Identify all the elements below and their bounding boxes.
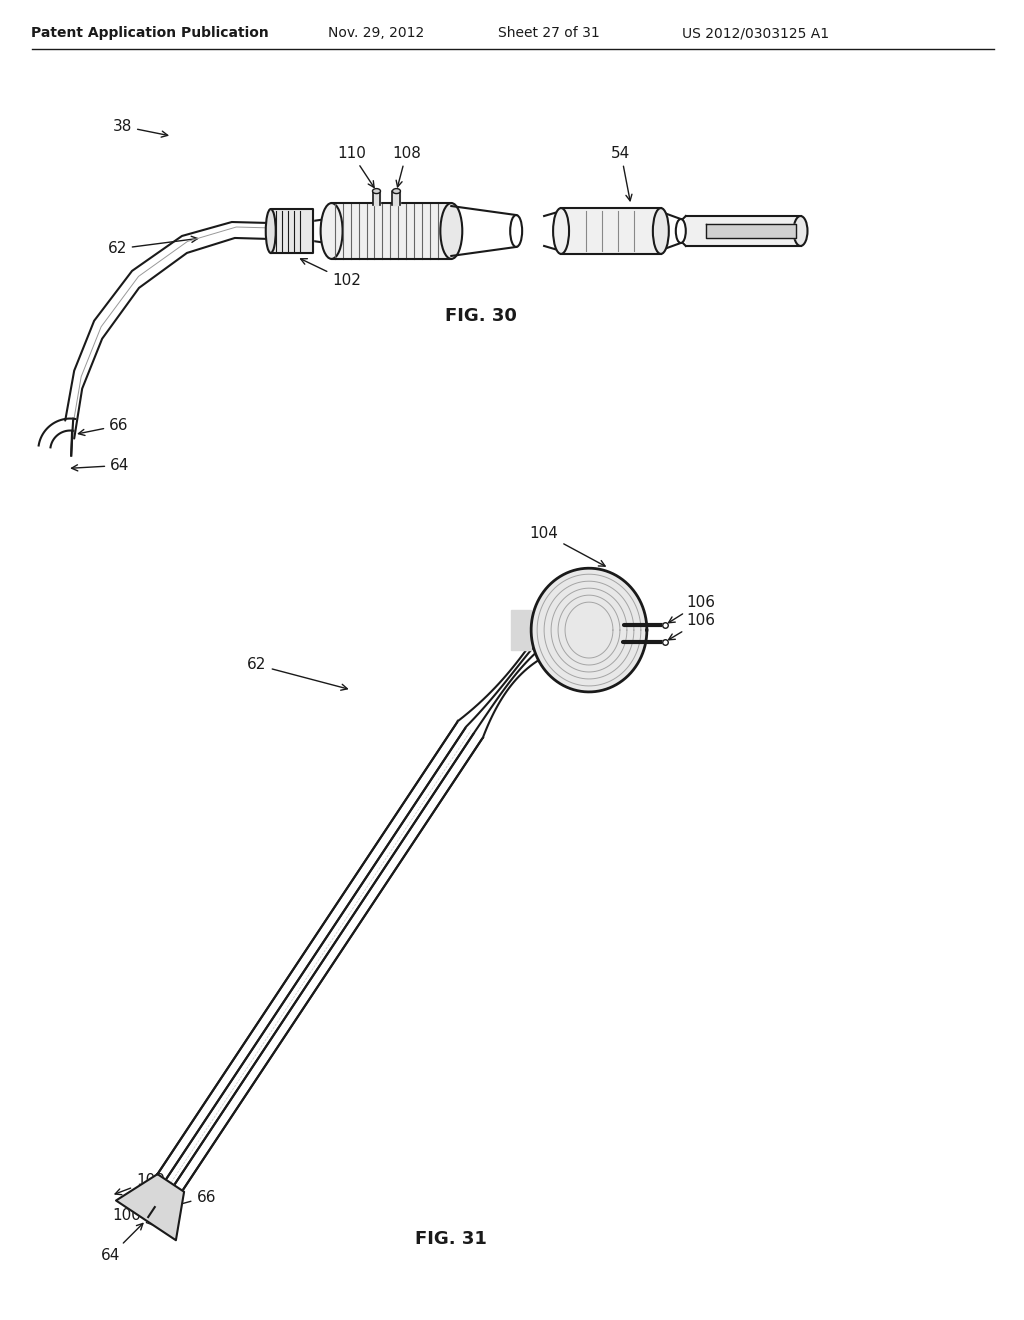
Ellipse shape bbox=[676, 219, 686, 243]
Polygon shape bbox=[66, 222, 269, 438]
Polygon shape bbox=[143, 721, 483, 1212]
Text: 38: 38 bbox=[113, 119, 168, 137]
Polygon shape bbox=[392, 191, 400, 205]
Polygon shape bbox=[332, 203, 452, 259]
Ellipse shape bbox=[653, 209, 669, 253]
Text: Sheet 27 of 31: Sheet 27 of 31 bbox=[499, 26, 600, 41]
Text: 108: 108 bbox=[392, 145, 421, 187]
Polygon shape bbox=[72, 418, 73, 455]
Ellipse shape bbox=[440, 203, 462, 259]
Polygon shape bbox=[116, 1173, 184, 1241]
Text: 66: 66 bbox=[156, 1189, 216, 1212]
Ellipse shape bbox=[266, 209, 275, 253]
Text: Nov. 29, 2012: Nov. 29, 2012 bbox=[329, 26, 425, 41]
Polygon shape bbox=[531, 568, 647, 692]
Ellipse shape bbox=[321, 203, 343, 259]
Text: 64: 64 bbox=[72, 458, 129, 473]
Text: 100: 100 bbox=[115, 1173, 165, 1195]
Text: 66: 66 bbox=[79, 418, 129, 436]
Text: FIG. 30: FIG. 30 bbox=[445, 306, 517, 325]
Text: 106: 106 bbox=[669, 594, 716, 623]
Text: FIG. 31: FIG. 31 bbox=[416, 1230, 487, 1247]
Text: 102: 102 bbox=[301, 259, 361, 288]
Text: 54: 54 bbox=[611, 145, 632, 201]
Text: 106: 106 bbox=[669, 612, 716, 640]
Polygon shape bbox=[561, 209, 660, 253]
Text: 104: 104 bbox=[529, 525, 605, 566]
Text: 100: 100 bbox=[112, 1208, 177, 1234]
Ellipse shape bbox=[510, 215, 522, 247]
Text: 62: 62 bbox=[108, 236, 198, 256]
Polygon shape bbox=[544, 211, 561, 251]
Polygon shape bbox=[706, 224, 796, 238]
Polygon shape bbox=[658, 211, 681, 251]
Text: US 2012/0303125 A1: US 2012/0303125 A1 bbox=[682, 26, 829, 41]
Ellipse shape bbox=[392, 189, 400, 194]
Polygon shape bbox=[686, 216, 801, 246]
Polygon shape bbox=[39, 418, 75, 447]
Polygon shape bbox=[270, 209, 312, 253]
Text: 110: 110 bbox=[337, 145, 374, 187]
Text: 62: 62 bbox=[248, 657, 347, 690]
Ellipse shape bbox=[373, 189, 381, 194]
Polygon shape bbox=[511, 610, 531, 649]
Text: 64: 64 bbox=[101, 1224, 143, 1263]
Polygon shape bbox=[373, 191, 381, 205]
Ellipse shape bbox=[553, 209, 569, 253]
Ellipse shape bbox=[794, 216, 808, 246]
Polygon shape bbox=[452, 206, 516, 256]
Text: Patent Application Publication: Patent Application Publication bbox=[31, 26, 269, 41]
Polygon shape bbox=[683, 216, 686, 246]
Polygon shape bbox=[458, 609, 557, 738]
